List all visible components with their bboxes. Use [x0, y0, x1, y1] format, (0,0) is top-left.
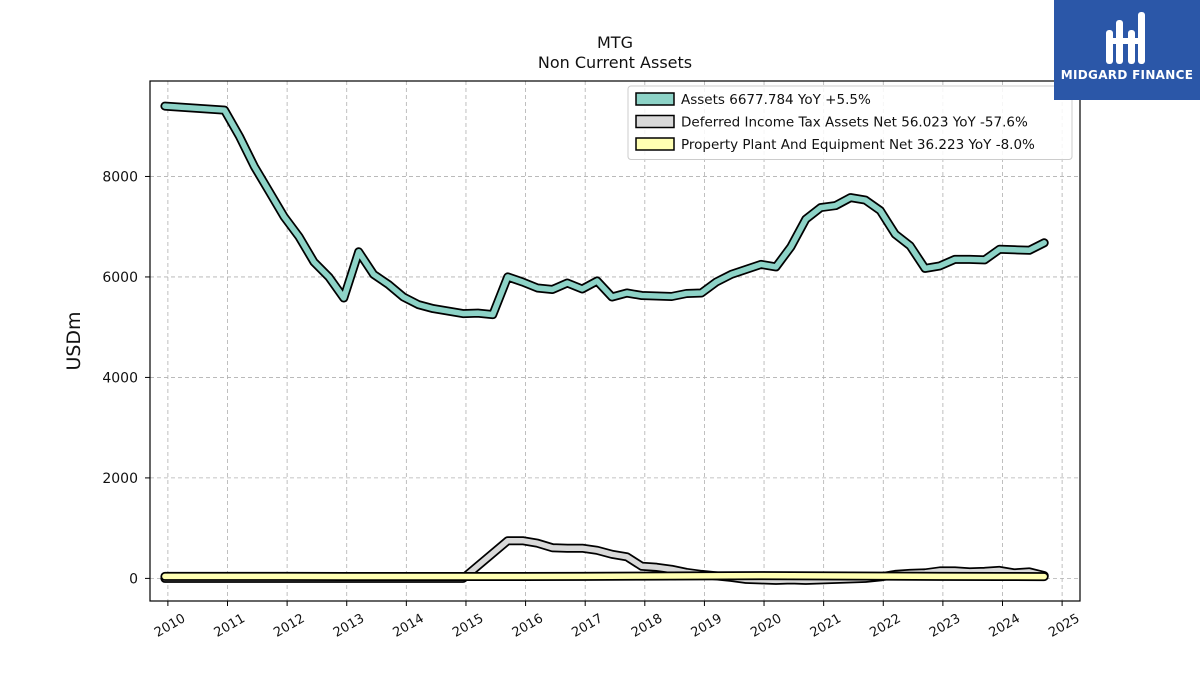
y-tick-label: 2000 [102, 471, 138, 487]
legend-swatch [635, 137, 675, 151]
legend-swatch [635, 114, 675, 129]
x-tick-label: 2016 [510, 611, 546, 641]
y-axis-label: USDm [63, 311, 85, 370]
series-layer [160, 101, 1049, 585]
midgard-logo: MIDGARD FINANCE [1054, 0, 1200, 100]
x-tick-label: 2013 [331, 611, 367, 641]
series-0-line [162, 103, 1047, 318]
y-tick-label: 4000 [102, 370, 138, 386]
chart-title: MTG [597, 33, 633, 52]
legend-entry: Property Plant And Equipment Net 36.223 … [681, 137, 1035, 153]
x-tick-label: 2015 [450, 611, 486, 641]
x-tick-label: 2023 [927, 611, 963, 641]
legend: Assets 6677.784 YoY +5.5% Deferred Income… [627, 85, 1073, 160]
x-tick-label: 2022 [867, 611, 903, 641]
x-tick-label: 2018 [629, 611, 665, 641]
legend-box [627, 85, 1073, 160]
chart-subtitle: Non Current Assets [538, 53, 692, 72]
y-tick-label: 0 [129, 571, 138, 587]
series-2-line [162, 572, 1047, 580]
y-tick-label: 6000 [102, 270, 138, 286]
x-tick-label: 2017 [569, 611, 605, 641]
x-tick-label: 2020 [748, 611, 784, 641]
x-tick-label: 2014 [391, 611, 427, 641]
x-tick-label: 2010 [152, 611, 188, 641]
grid [150, 81, 1080, 601]
y-tick-label: 8000 [102, 169, 138, 185]
x-tick-label: 2019 [689, 611, 725, 641]
legend-entry: Assets 6677.784 YoY +5.5% [681, 92, 871, 108]
x-tick-label: 2011 [212, 611, 248, 641]
legend-entry: Deferred Income Tax Assets Net 56.023 Yo… [681, 115, 1028, 131]
x-tick-label: 2025 [1046, 611, 1082, 641]
plot-frame [149, 80, 1081, 602]
x-tick-label: 2012 [271, 611, 307, 641]
x-tick-label: 2024 [987, 611, 1023, 641]
x-tick-label: 2021 [808, 611, 844, 641]
logo-text: MIDGARD FINANCE [1060, 68, 1194, 82]
midgard-logo-icon [1106, 12, 1145, 64]
legend-swatch [635, 92, 675, 106]
